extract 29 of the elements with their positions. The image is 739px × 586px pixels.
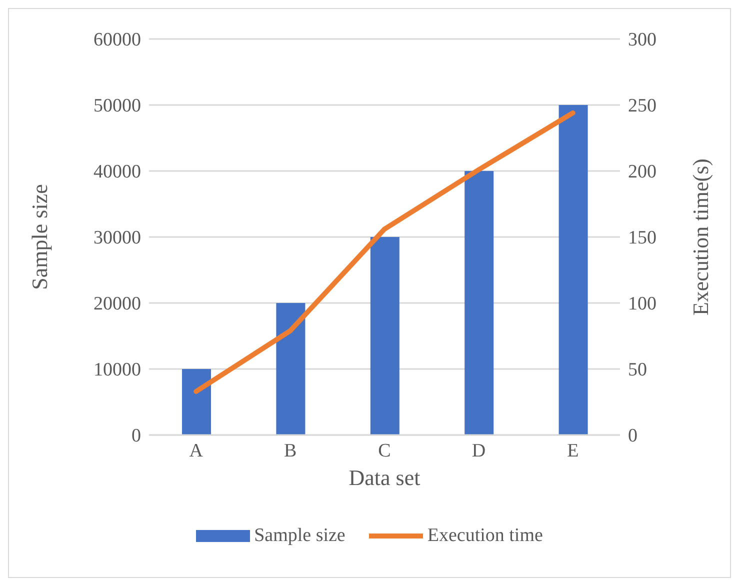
x-tick-label: E <box>567 440 579 462</box>
y-tick-label: 50000 <box>94 96 141 117</box>
y2-tick-label: 300 <box>628 30 656 51</box>
x-tick-label: A <box>189 440 204 462</box>
bar <box>558 105 588 435</box>
y2-axis-title: Execution time(s) <box>688 158 713 316</box>
y-tick-label: 0 <box>132 426 141 447</box>
bar <box>464 171 494 435</box>
x-tick-label: D <box>472 440 486 462</box>
y2-tick-label: 150 <box>628 228 656 249</box>
bar <box>370 237 400 435</box>
y-tick-label: 20000 <box>94 294 141 315</box>
y-axis-title: Sample size <box>26 184 52 290</box>
y2-tick-label: 250 <box>628 96 656 117</box>
legend-label: Sample size <box>254 525 346 547</box>
y-tick-label: 60000 <box>94 30 141 51</box>
x-axis-title: Data set <box>348 465 420 490</box>
y2-tick-label: 50 <box>628 360 647 381</box>
y2-tick-label: 100 <box>628 294 656 315</box>
x-tick-label: C <box>378 440 391 462</box>
bar <box>182 369 211 435</box>
y-tick-label: 40000 <box>94 162 141 183</box>
y2-tick-label: 200 <box>628 162 656 183</box>
x-tick-label: B <box>284 440 297 462</box>
y-tick-label: 10000 <box>94 360 141 381</box>
bar <box>276 303 306 435</box>
y2-tick-label: 0 <box>628 426 638 447</box>
y-tick-label: 30000 <box>94 228 141 249</box>
legend-label: Execution time <box>427 525 543 547</box>
